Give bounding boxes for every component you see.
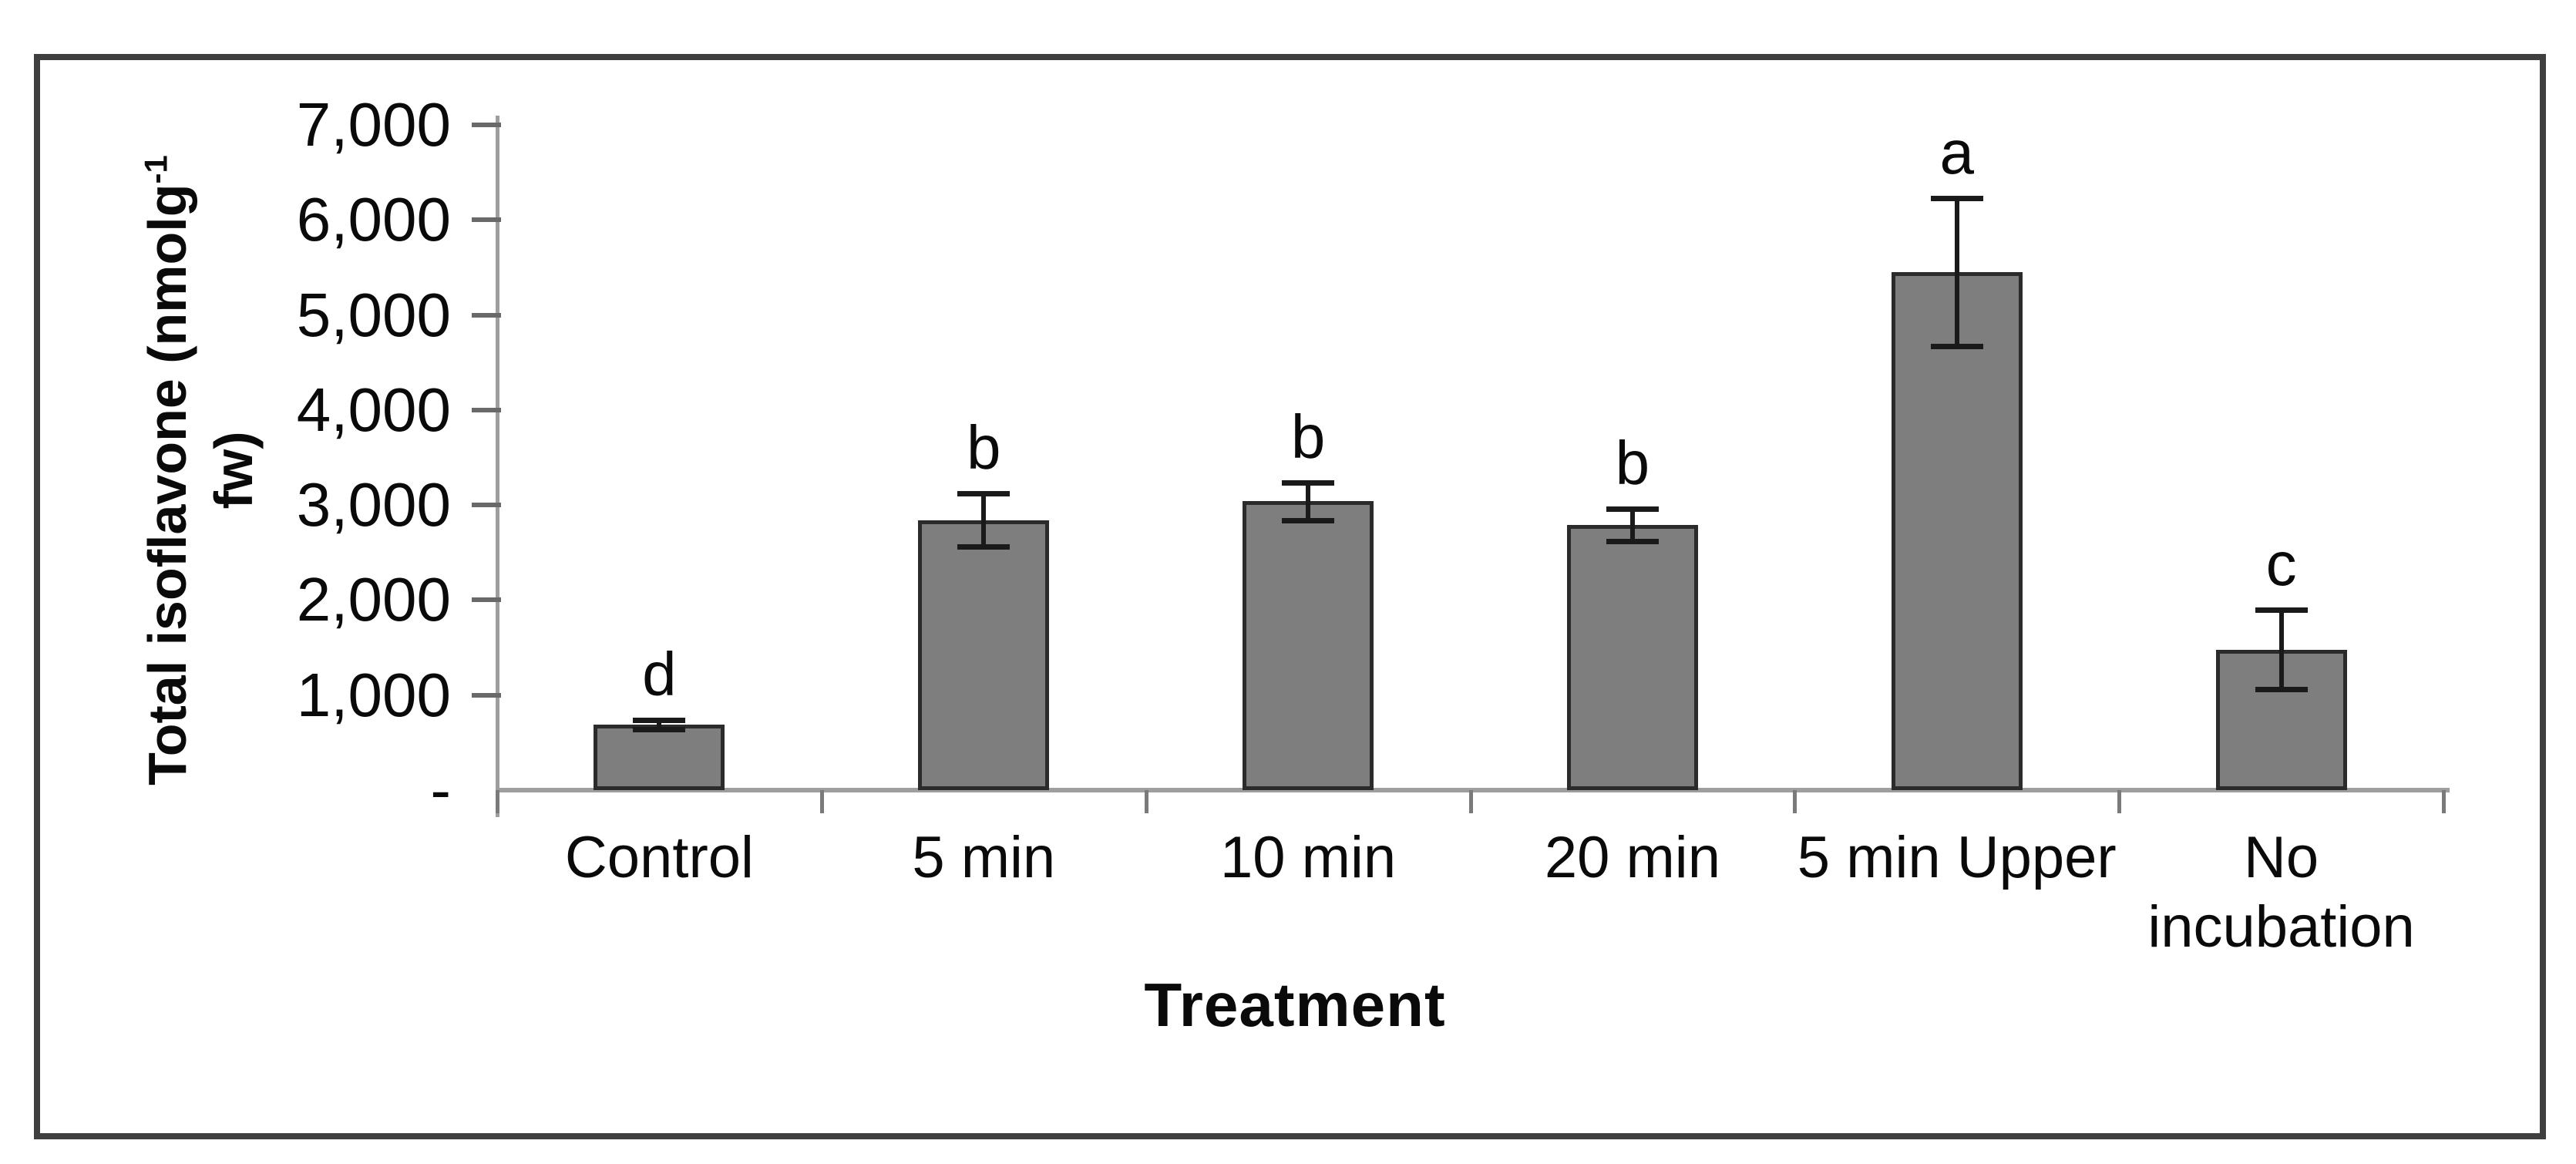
y-axis-line <box>496 116 499 817</box>
error-bar <box>1629 509 1635 541</box>
error-bar-cap-bottom <box>1606 538 1659 544</box>
significance-letter: b <box>1615 429 1650 498</box>
x-axis-title: Treatment <box>1144 971 1446 1039</box>
x-tick-mark <box>496 790 499 813</box>
x-category-label: No incubation <box>2147 825 2415 960</box>
y-tick-mark <box>472 503 501 508</box>
x-category-label: 5 min Upper <box>1797 825 2117 890</box>
y-tick-label: 7,000 <box>296 89 451 159</box>
bar <box>918 520 1050 790</box>
y-tick-label: 3,000 <box>296 470 451 540</box>
error-bar-cap-top <box>1282 479 1335 486</box>
x-tick-mark <box>1793 790 1797 813</box>
x-tick-mark <box>2117 790 2122 813</box>
error-bar-cap-bottom <box>633 727 686 733</box>
y-tick-label: 1,000 <box>296 660 451 729</box>
bar <box>594 724 725 790</box>
bar <box>1891 272 2023 790</box>
error-bar <box>2278 609 2284 690</box>
y-tick-mark <box>472 692 501 698</box>
y-tick-label: 2,000 <box>296 565 451 634</box>
y-tick-label: - <box>430 755 451 824</box>
x-category-label: 10 min <box>1220 825 1397 890</box>
y-tick-mark <box>472 122 501 127</box>
y-tick-mark <box>472 407 501 412</box>
x-category-label: 20 min <box>1544 825 1720 890</box>
x-category-label: Control <box>564 825 754 890</box>
error-bar-cap-bottom <box>1282 517 1335 523</box>
error-bar <box>1954 197 1959 347</box>
y-axis-title-line1: Total isoflavone (nmolg <box>137 183 197 786</box>
y-tick-mark <box>472 597 501 603</box>
error-bar-cap-top <box>633 717 686 723</box>
error-bar-cap-top <box>1930 195 1983 201</box>
bar <box>1566 524 1698 790</box>
bar <box>1243 501 1374 790</box>
error-bar-cap-top <box>2255 607 2308 613</box>
y-tick-mark <box>472 312 501 318</box>
y-tick-mark <box>472 217 501 223</box>
x-category-label: 5 min <box>912 825 1056 890</box>
y-tick-label: 6,000 <box>296 185 451 254</box>
x-axis-line <box>497 788 2450 792</box>
x-tick-mark <box>2442 790 2446 813</box>
error-bar <box>657 719 662 730</box>
significance-letter: b <box>1290 402 1326 471</box>
significance-letter: b <box>967 413 1001 483</box>
x-tick-mark <box>1468 790 1473 813</box>
y-tick-label: 4,000 <box>296 375 451 444</box>
error-bar <box>981 493 987 547</box>
error-bar-cap-bottom <box>1930 344 1983 350</box>
y-tick-label: 5,000 <box>296 280 451 349</box>
significance-letter: c <box>2265 529 2297 598</box>
x-tick-mark <box>1144 790 1148 813</box>
significance-letter: d <box>642 639 677 708</box>
error-bar-cap-bottom <box>2255 687 2308 693</box>
error-bar-cap-top <box>957 491 1011 497</box>
x-tick-mark <box>819 790 824 813</box>
error-bar <box>1306 482 1311 520</box>
significance-letter: a <box>1939 117 1975 187</box>
error-bar-cap-top <box>1606 506 1659 513</box>
y-axis-title-superscript: -1 <box>137 155 174 184</box>
error-bar-cap-bottom <box>957 544 1011 550</box>
